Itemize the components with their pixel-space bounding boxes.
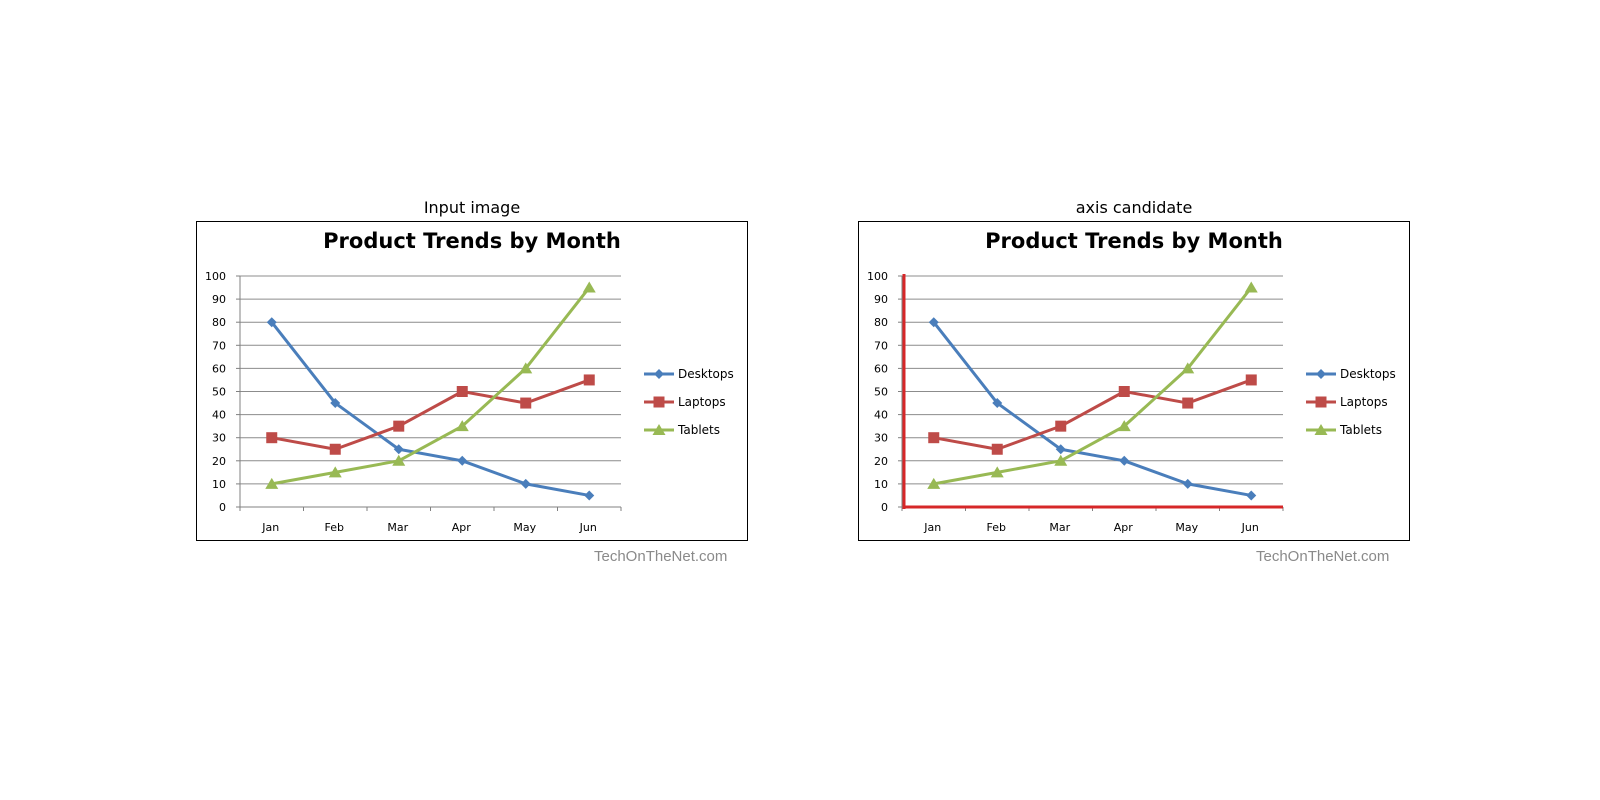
legend-label: Tablets [677,423,720,437]
x-tick-label: Jun [579,521,597,534]
legend-item-laptops: Laptops [644,395,726,409]
legend-marker [1316,397,1327,408]
y-tick-label: 40 [212,409,226,422]
x-tick-label: Apr [452,521,472,534]
legend-marker [654,397,665,408]
legend-label: Desktops [678,367,734,381]
y-tick-label: 50 [212,386,226,399]
data-point [992,444,1003,455]
chart-title: Product Trends by Month [323,229,621,253]
chart-frame [859,222,1410,541]
y-tick-label: 50 [874,386,888,399]
y-tick-label: 60 [212,362,226,375]
data-point [1246,374,1257,385]
y-tick-label: 70 [212,339,226,352]
y-tick-label: 60 [874,362,888,375]
legend-label: Tablets [1339,423,1382,437]
line-chart: Product Trends by Month 0 10 20 30 40 50 60 70 80… [196,221,748,541]
watermark-text: TechOnTheNet.com [594,548,727,565]
x-tick-label: Jan [923,521,941,534]
panel-title-axis-candidate: axis candidate [858,198,1410,217]
y-tick-label: 10 [874,478,888,491]
y-tick-label: 20 [874,455,888,468]
y-tick-label: 100 [867,270,888,283]
y-tick-label: 100 [205,270,226,283]
chart-frame [197,222,748,541]
data-point [1182,398,1193,409]
y-tick-label: 90 [874,293,888,306]
data-point [1055,421,1066,432]
legend-label: Laptops [678,395,726,409]
y-tick-label: 10 [212,478,226,491]
y-tick-label: 0 [881,501,888,514]
legend-label: Desktops [1340,367,1396,381]
x-tick-label: Mar [387,521,408,534]
y-tick-label: 30 [874,432,888,445]
data-point [330,444,341,455]
chart-input-image: Product Trends by Month 0 10 20 30 40 50 60 70 80… [196,221,748,541]
x-tick-label: Feb [325,521,344,534]
x-tick-label: Jan [261,521,279,534]
data-point [457,386,468,397]
x-tick-label: May [1175,521,1198,534]
panel-title-input: Input image [196,198,748,217]
legend-item-laptops: Laptops [1306,395,1388,409]
y-tick-label: 80 [212,316,226,329]
chart-title: Product Trends by Month [985,229,1283,253]
y-tick-label: 0 [219,501,226,514]
chart-axis-candidate: Product Trends by Month 0 10 20 30 40 50 60 70 80… [858,221,1410,541]
x-tick-label: Feb [987,521,1006,534]
x-tick-label: Jun [1241,521,1259,534]
y-tick-label: 20 [212,455,226,468]
data-point [266,432,277,443]
y-tick-label: 40 [874,409,888,422]
y-tick-label: 90 [212,293,226,306]
data-point [928,432,939,443]
y-tick-label: 30 [212,432,226,445]
data-point [393,421,404,432]
x-tick-label: Mar [1049,521,1070,534]
data-point [1119,386,1130,397]
line-chart: Product Trends by Month 0 10 20 30 40 50 60 70 80… [858,221,1410,541]
x-tick-label: May [513,521,536,534]
data-point [520,398,531,409]
y-tick-label: 70 [874,339,888,352]
y-tick-label: 80 [874,316,888,329]
watermark-text: TechOnTheNet.com [1256,548,1389,565]
x-tick-label: Apr [1114,521,1134,534]
legend-label: Laptops [1340,395,1388,409]
data-point [584,374,595,385]
